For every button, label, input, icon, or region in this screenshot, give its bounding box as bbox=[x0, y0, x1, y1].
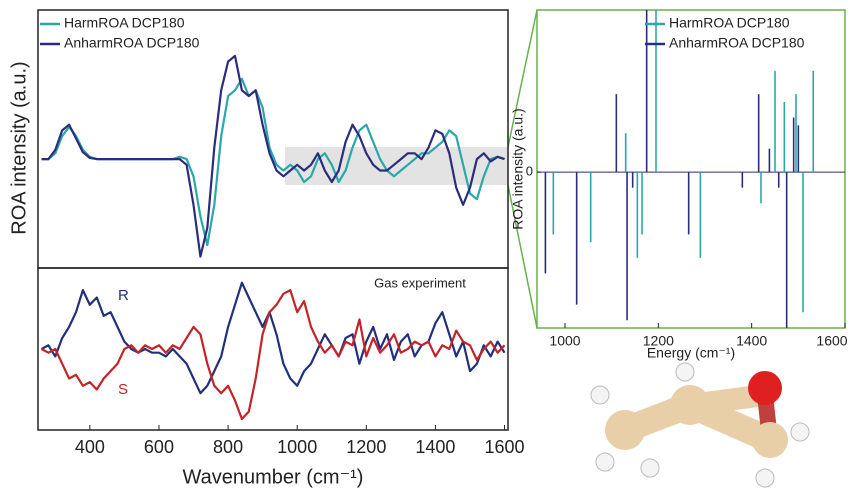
x-tick-label: 1000 bbox=[549, 333, 580, 349]
legend-label: HarmROA DCP180 bbox=[64, 15, 185, 31]
y-axis-label: ROA intensity (a.u.) bbox=[510, 108, 526, 229]
series-line bbox=[42, 283, 505, 394]
series-line bbox=[42, 290, 505, 419]
x-axis-label: Energy (cm⁻¹) bbox=[647, 345, 735, 361]
y-axis-label: ROA intensity (a.u.) bbox=[8, 61, 30, 234]
x-tick-label: 1600 bbox=[485, 437, 525, 457]
atom bbox=[676, 363, 694, 381]
atom bbox=[605, 410, 645, 450]
x-tick-label: 800 bbox=[213, 437, 243, 457]
x-tick-label: 400 bbox=[75, 437, 105, 457]
legend-label: AnharmROA DCP180 bbox=[64, 35, 200, 51]
y-tick-label: 0 bbox=[526, 164, 533, 179]
legend-label: AnharmROA DCP180 bbox=[669, 35, 805, 51]
x-tick-label: 1600 bbox=[816, 333, 847, 349]
annotation: Gas experiment bbox=[374, 275, 466, 290]
legend-label: HarmROA DCP180 bbox=[669, 15, 790, 31]
atom bbox=[748, 371, 782, 405]
x-tick-label: 600 bbox=[144, 437, 174, 457]
atom bbox=[752, 422, 788, 458]
atom bbox=[596, 453, 614, 471]
series-label: S bbox=[118, 381, 128, 398]
plot-area bbox=[42, 283, 505, 419]
molecule bbox=[591, 363, 809, 487]
atom bbox=[756, 469, 774, 487]
atom bbox=[641, 459, 659, 477]
x-tick-label: 1400 bbox=[415, 437, 455, 457]
panel-frame bbox=[38, 268, 508, 430]
x-tick-label: 1000 bbox=[277, 437, 317, 457]
x-axis-label: Wavenumber (cm⁻¹) bbox=[183, 466, 364, 488]
figure: ROA intensity (a.u.) HarmROA DCP180 Anharm… bbox=[0, 0, 861, 493]
atom bbox=[670, 385, 710, 425]
x-tick-label: 1400 bbox=[736, 333, 767, 349]
x-tick-label: 1200 bbox=[346, 437, 386, 457]
atom bbox=[591, 386, 609, 404]
atom bbox=[791, 423, 809, 441]
page: ROA intensity (a.u.) HarmROA DCP180 Anharm… bbox=[0, 0, 861, 493]
series-label: R bbox=[118, 287, 129, 304]
